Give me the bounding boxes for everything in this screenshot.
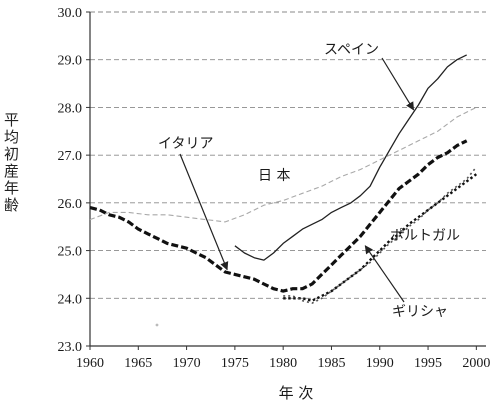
annotation-arrow — [364, 245, 405, 303]
y-tick-label: 26.0 — [58, 197, 83, 212]
scan-speck — [155, 323, 159, 327]
series-line-3 — [283, 173, 478, 302]
annotation-label: ギリシャ — [392, 304, 448, 320]
series-lines — [89, 54, 478, 304]
series-line-1 — [89, 139, 468, 293]
x-tick-label: 1975 — [221, 356, 249, 371]
annotation-arrow — [179, 153, 229, 271]
x-tick-label: 1985 — [317, 356, 345, 371]
annotation-label: スペイン — [324, 42, 379, 58]
annotation-label: ポルトガル — [390, 228, 460, 244]
x-tick-label: 1970 — [173, 356, 201, 371]
x-tick-label: 1990 — [366, 356, 394, 371]
y-tick-label: 25.0 — [58, 245, 83, 260]
x-tick-label: 1980 — [269, 356, 297, 371]
x-tick-label: 1965 — [124, 356, 152, 371]
y-tick-label: 24.0 — [58, 292, 83, 307]
axes — [86, 11, 486, 350]
x-tick-label: 2000 — [462, 356, 490, 371]
x-tick-labels: 1960 1965 1970 1975 1980 1985 1990 1995 2000 — [76, 356, 490, 371]
y-tick-label: 28.0 — [58, 101, 83, 116]
annotation-label: イタリア — [158, 136, 213, 152]
y-tick-label: 23.0 — [58, 340, 83, 355]
grid-lines — [90, 11, 486, 299]
y-tick-label: 29.0 — [58, 54, 83, 69]
y-axis-label: 平均初産年齢 — [2, 112, 20, 214]
y-tick-label: 30.0 — [58, 6, 83, 21]
series-line-4 — [283, 166, 477, 304]
annotation-arrow — [381, 57, 415, 111]
series-line-0 — [234, 54, 467, 261]
y-tick-labels: 23.0 24.0 25.0 26.0 27.0 28.0 29.0 30.0 — [58, 6, 83, 355]
y-tick-label: 27.0 — [58, 149, 83, 164]
series-line-2 — [89, 106, 477, 223]
x-tick-label: 1960 — [76, 356, 104, 371]
annotation-label: 日 本 — [258, 168, 290, 184]
x-tick-label: 1995 — [414, 356, 442, 371]
x-axis-label: 年 次 — [279, 384, 314, 402]
